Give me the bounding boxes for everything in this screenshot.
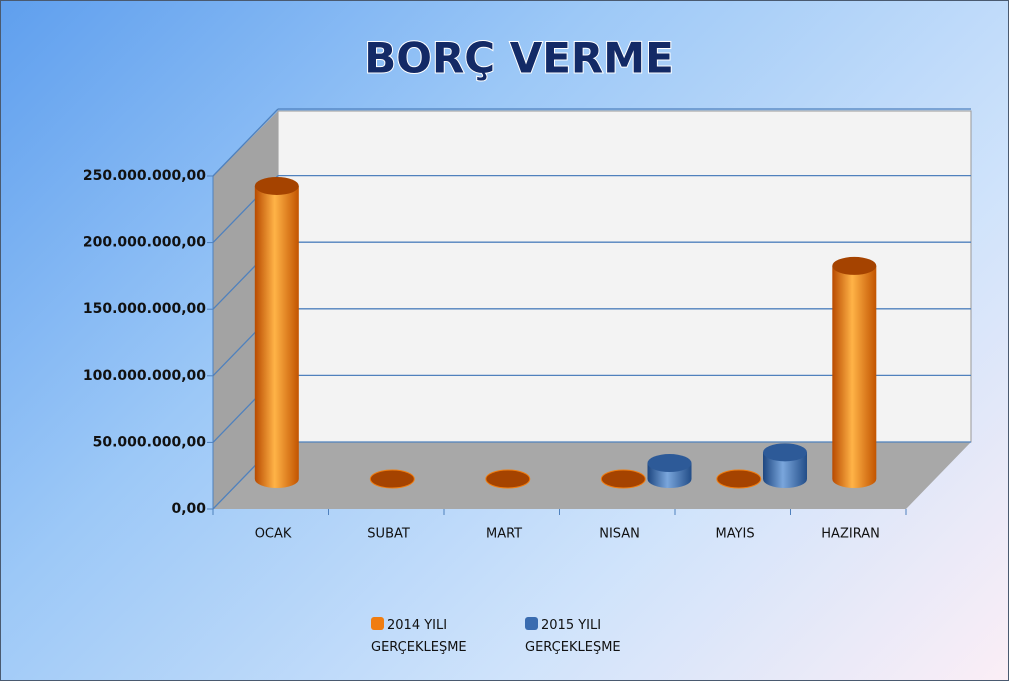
- bar-top: [647, 454, 692, 473]
- x-tick-label: OCAK: [255, 527, 292, 542]
- y-tick-label: 50.000.000,00: [93, 434, 207, 450]
- x-tick-label: HAZIRAN: [821, 527, 880, 542]
- legend-label: 2015 YILI GERÇEKLEŞME: [525, 618, 621, 655]
- x-tick-label: MAYIS: [715, 527, 754, 542]
- bar: [254, 185, 299, 488]
- legend-swatch: [525, 617, 538, 630]
- bar: [369, 469, 415, 489]
- y-tick-label: 250.000.000,00: [83, 168, 206, 184]
- bar-top: [763, 443, 808, 462]
- y-tick-label: 0,00: [171, 501, 206, 517]
- x-tick-label: MART: [486, 527, 522, 542]
- legend-item: 2014 YILI GERÇEKLEŞME: [371, 615, 483, 659]
- grid-line: [212, 108, 279, 177]
- bar: [832, 265, 877, 488]
- x-tick-label: NISAN: [599, 527, 640, 542]
- legend-swatch: [371, 617, 384, 630]
- chart-title: BORÇ VERME: [364, 34, 674, 83]
- bar: [763, 452, 808, 488]
- bar: [716, 469, 762, 489]
- bar-top: [832, 256, 877, 275]
- y-tick-label: 200.000.000,00: [83, 235, 206, 251]
- legend-item: 2015 YILI GERÇEKLEŞME: [525, 615, 637, 659]
- bar-top: [254, 176, 299, 195]
- y-tick-label: 150.000.000,00: [83, 301, 206, 317]
- legend-label: 2014 YILI GERÇEKLEŞME: [371, 618, 467, 655]
- bar: [485, 469, 531, 489]
- y-tick-label: 100.000.000,00: [83, 368, 206, 384]
- x-tick-label: SUBAT: [367, 527, 410, 542]
- bar: [600, 469, 646, 489]
